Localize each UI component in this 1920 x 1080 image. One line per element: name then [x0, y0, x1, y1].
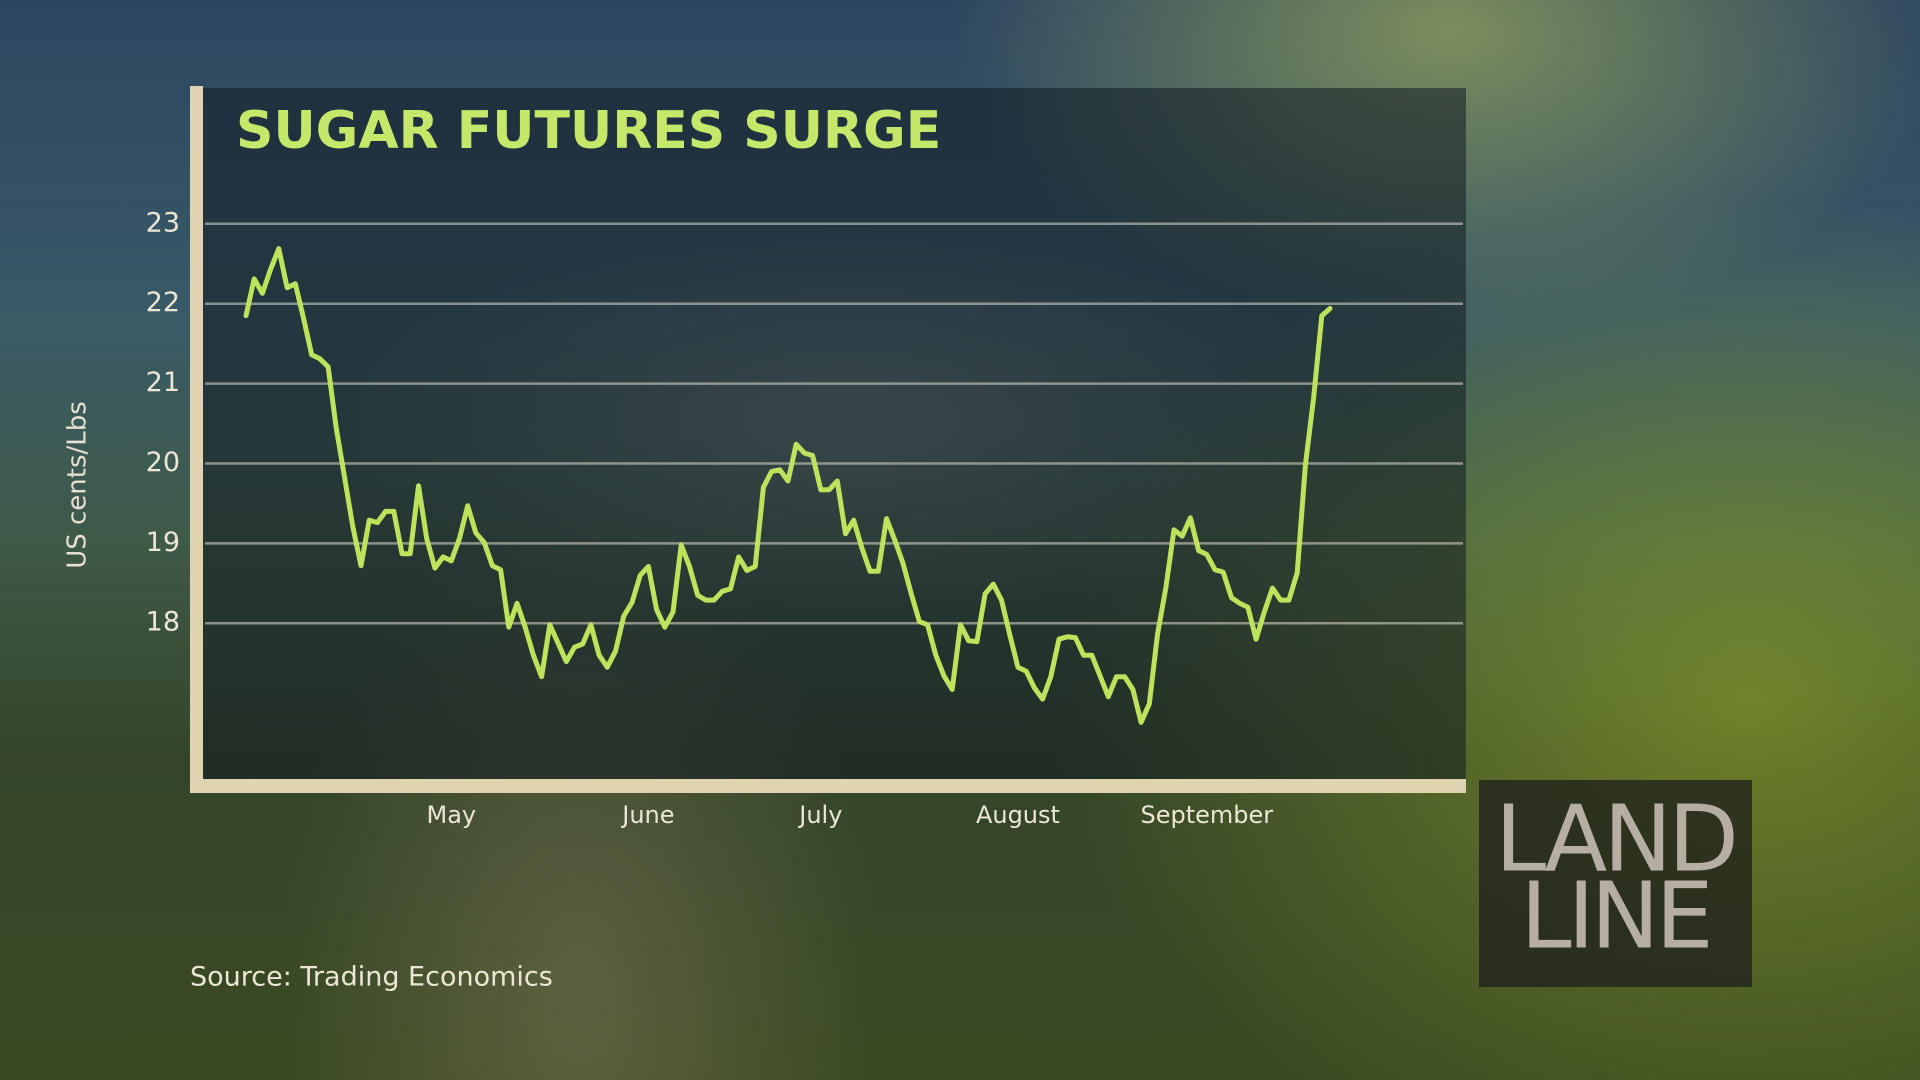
x-tick-label: August	[976, 801, 1060, 829]
price-line	[243, 246, 1333, 725]
x-tick-label: September	[1140, 801, 1273, 829]
x-axis-bar	[190, 779, 1466, 793]
y-tick-label: 21	[146, 367, 180, 398]
x-tick-label: May	[426, 801, 476, 829]
chart-title: SUGAR FUTURES SURGE	[236, 101, 941, 161]
y-tick-label: 23	[146, 207, 180, 238]
logo-text: LINE	[1520, 862, 1709, 969]
y-tick-label: 19	[146, 527, 180, 558]
logo-text: LAND	[1495, 785, 1735, 892]
y-tick-label: 20	[146, 447, 180, 478]
x-tick-label: July	[797, 801, 842, 829]
x-tick-label: June	[620, 801, 674, 829]
logo-box	[1479, 780, 1752, 987]
y-axis-label: US cents/Lbs	[63, 401, 93, 569]
source: Source: Trading Economics	[190, 962, 553, 993]
y-tick-label: 18	[146, 607, 180, 638]
y-tick-label: 22	[146, 287, 180, 318]
plot-panel	[203, 88, 1466, 779]
y-axis-bar	[190, 86, 203, 793]
